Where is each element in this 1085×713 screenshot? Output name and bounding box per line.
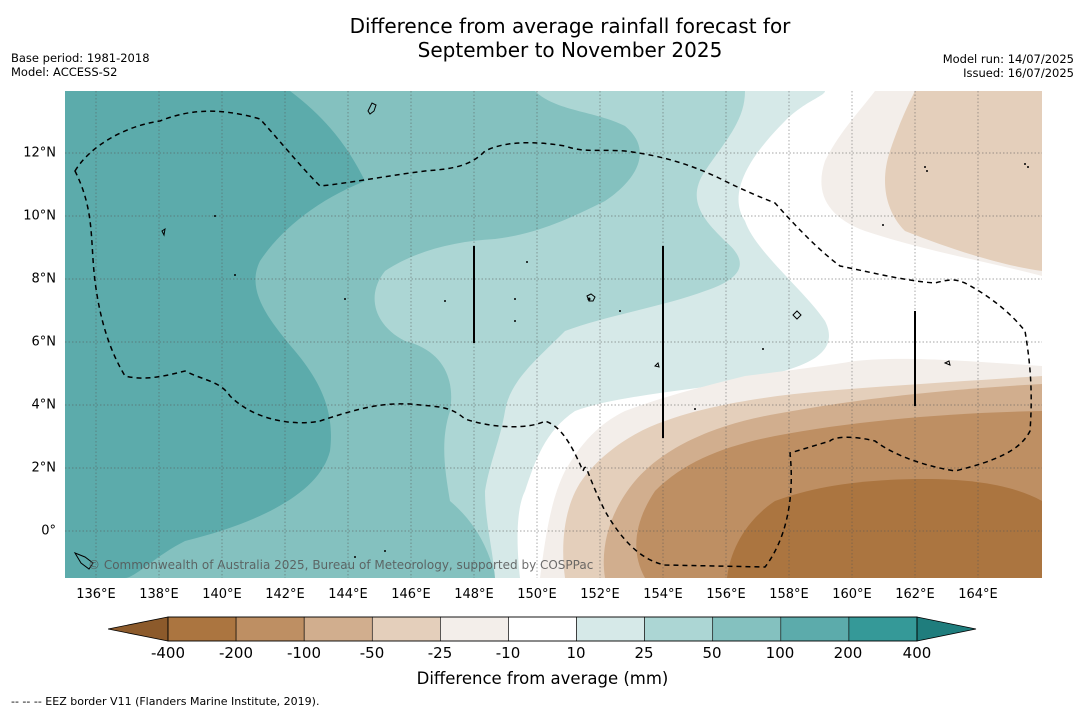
colorbar-label: -100 bbox=[286, 644, 322, 662]
colorbar-label: 25 bbox=[634, 644, 654, 662]
rainfall-map bbox=[65, 91, 1042, 578]
colorbar-segment bbox=[167, 616, 237, 642]
colorbar-svg bbox=[107, 616, 977, 642]
x-tick-label: 136°E bbox=[76, 587, 116, 602]
islands bbox=[73, 102, 951, 570]
colorbar-segment bbox=[440, 616, 509, 642]
colorbar-extend-low bbox=[107, 616, 169, 642]
colorbar-segment bbox=[576, 616, 645, 642]
model-info: Base period: 1981-2018 Model: ACCESS-S2 bbox=[11, 51, 150, 79]
map-canvas bbox=[65, 91, 1042, 578]
colorbar bbox=[107, 616, 978, 642]
colorbar-label: -400 bbox=[150, 644, 186, 662]
colorbar-label: 100 bbox=[765, 644, 795, 662]
colorbar-segment bbox=[848, 616, 918, 642]
y-tick-label: 4°N bbox=[31, 397, 57, 413]
colorbar-segment bbox=[508, 616, 577, 642]
x-tick-label: 154°E bbox=[643, 587, 683, 602]
x-tick-label: 148°E bbox=[454, 587, 494, 602]
colorbar-label: -200 bbox=[218, 644, 254, 662]
issued-date: Issued: 16/07/2025 bbox=[963, 66, 1074, 80]
model-run: Model run: 14/07/2025 bbox=[942, 52, 1074, 66]
y-tick-label: 12°N bbox=[23, 145, 56, 161]
eez-border-west bbox=[74, 110, 1032, 568]
title-line-1: Difference from average rainfall forecas… bbox=[349, 14, 791, 38]
x-tick-label: 146°E bbox=[391, 587, 431, 602]
x-tick-label: 142°E bbox=[265, 587, 305, 602]
colorbar-title: Difference from average (mm) bbox=[416, 669, 669, 688]
colorbar-label: -50 bbox=[359, 644, 385, 662]
island-dots bbox=[214, 163, 1029, 558]
colorbar-label: 10 bbox=[566, 644, 586, 662]
base-period: Base period: 1981-2018 bbox=[11, 51, 150, 65]
colorbar-label: -25 bbox=[427, 644, 453, 662]
colorbar-segment bbox=[780, 616, 850, 642]
x-tick-label: 164°E bbox=[958, 587, 998, 602]
x-tick-label: 158°E bbox=[769, 587, 809, 602]
y-tick-label: 6°N bbox=[31, 334, 57, 350]
colorbar-label: 200 bbox=[833, 644, 863, 662]
x-tick-label: 138°E bbox=[139, 587, 179, 602]
colorbar-label: 50 bbox=[702, 644, 722, 662]
colorbar-frame bbox=[167, 616, 918, 642]
eez-footnote: -- -- -- EEZ border V11 (Flanders Marine… bbox=[11, 695, 320, 708]
colorbar-label: 400 bbox=[902, 644, 932, 662]
colorbar-segment bbox=[371, 616, 441, 642]
chart-title: Difference from average rainfall forecas… bbox=[0, 14, 1085, 62]
x-tick-label: 162°E bbox=[895, 587, 935, 602]
colorbar-segment bbox=[303, 616, 373, 642]
colorbar-segment bbox=[712, 616, 782, 642]
x-tick-label: 160°E bbox=[832, 587, 872, 602]
colorbar-label: -10 bbox=[495, 644, 521, 662]
y-tick-label: 2°N bbox=[31, 460, 57, 476]
issue-info: Model run: 14/07/2025 Issued: 16/07/2025 bbox=[943, 52, 1074, 80]
colorbar-segments bbox=[167, 616, 918, 642]
colorbar-segment bbox=[644, 616, 714, 642]
x-tick-label: 140°E bbox=[202, 587, 242, 602]
y-tick-label: 8°N bbox=[31, 271, 57, 287]
x-tick-label: 144°E bbox=[328, 587, 368, 602]
y-tick-label: 10°N bbox=[23, 208, 56, 224]
model-name: Model: ACCESS-S2 bbox=[11, 65, 118, 79]
title-line-2: September to November 2025 bbox=[417, 38, 723, 62]
x-tick-label: 156°E bbox=[706, 587, 746, 602]
colorbar-segment bbox=[235, 616, 305, 642]
band-minus-200 bbox=[727, 479, 1042, 578]
y-tick-label: 0° bbox=[41, 523, 56, 539]
x-tick-label: 150°E bbox=[517, 587, 557, 602]
copyright-notice: © Commonwealth of Australia 2025, Bureau… bbox=[88, 558, 594, 572]
x-tick-label: 152°E bbox=[580, 587, 620, 602]
graticule bbox=[65, 91, 1042, 578]
colorbar-extend-high bbox=[916, 616, 977, 642]
